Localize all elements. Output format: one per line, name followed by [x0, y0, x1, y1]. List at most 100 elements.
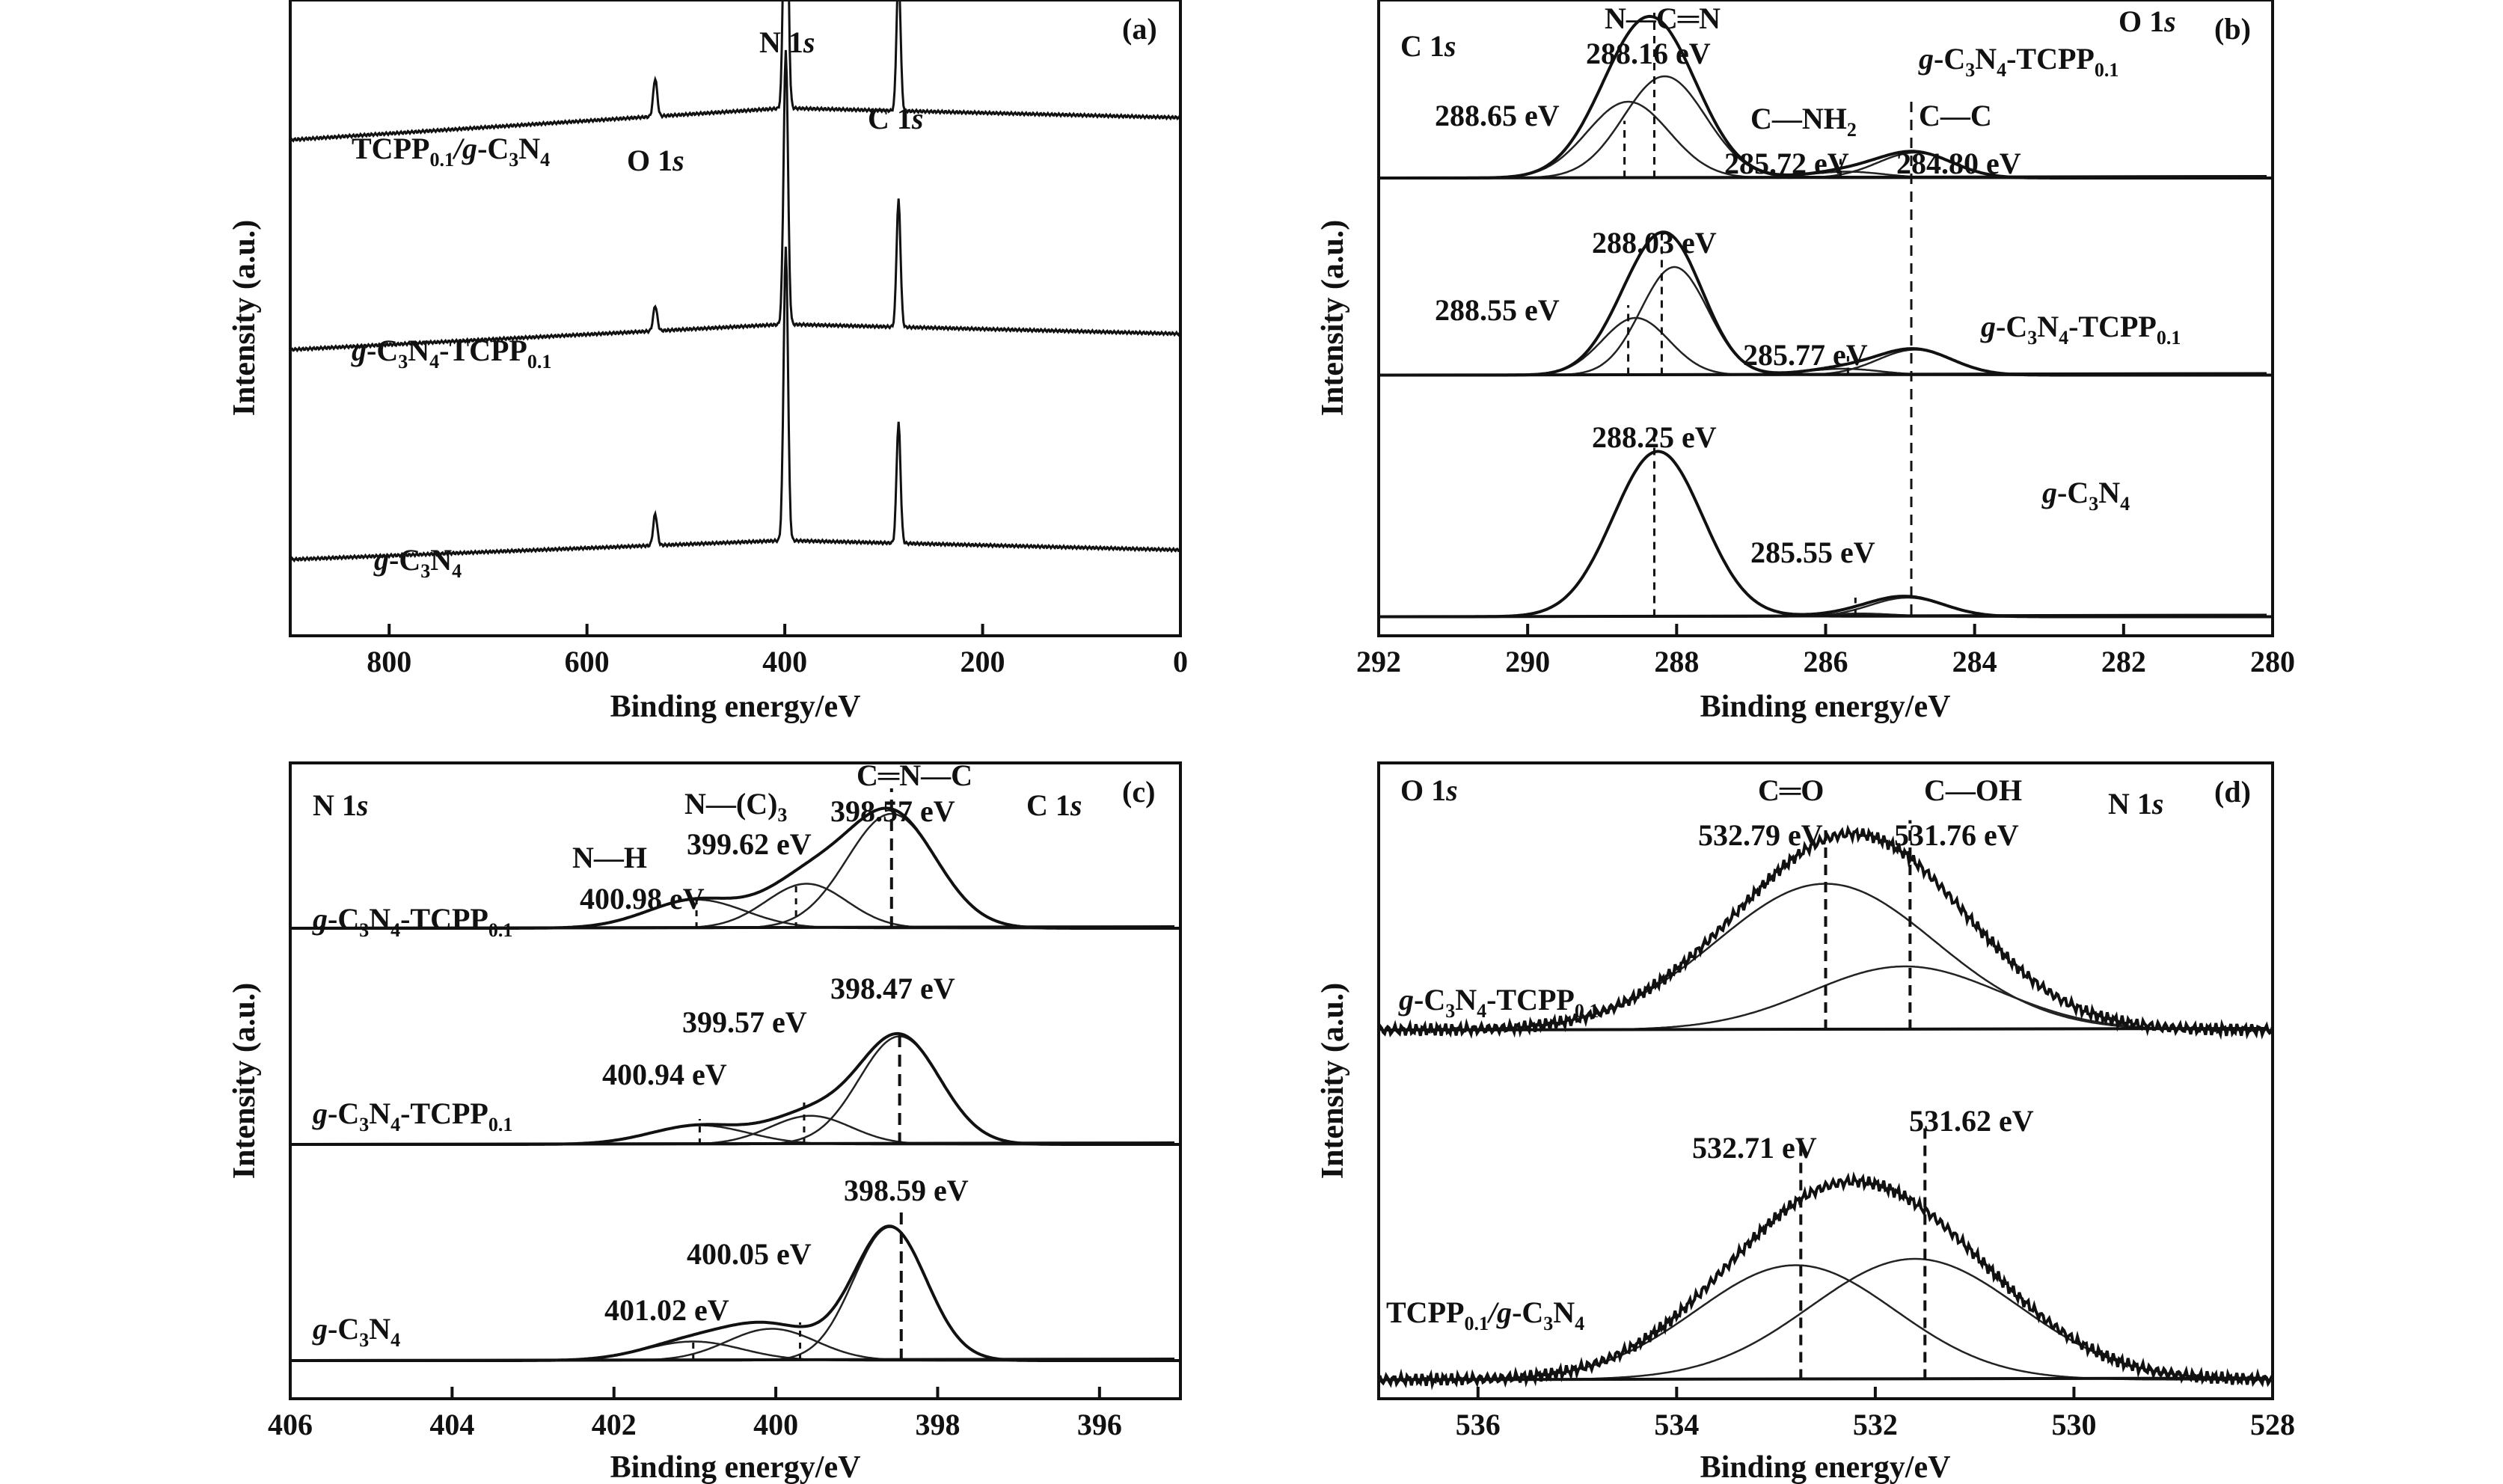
fit-component-line [290, 1328, 1180, 1362]
x-tick-label: 400 [753, 1408, 798, 1441]
spectrum-baseline [1384, 1376, 2267, 1382]
panel-b-ann-285.77: 285.77 eV [1743, 338, 1868, 372]
panel-d: 536 534 532 530 528 (d) O 1s N 1s Binding en… [1316, 761, 2295, 1484]
panel-a-legend-top: TCPP0.1/g-C3N4 [352, 132, 550, 171]
x-tick-label: 400 [762, 645, 807, 678]
x-tick-label: 200 [961, 645, 1005, 678]
spectrum-baseline [295, 1358, 1175, 1362]
x-tick-label: 284 [1952, 645, 1997, 678]
panel-b-ann-nceqn: N—C═N [1605, 1, 1721, 35]
x-tick-label: 404 [429, 1408, 474, 1441]
panel-d-ylabel: Intensity (a.u.) [1316, 983, 1350, 1180]
panel-d-xlabel: Binding energy/eV [1700, 1450, 1951, 1484]
fit-component-line [290, 1340, 1180, 1362]
x-tick-label: 286 [1804, 645, 1848, 678]
panel-d-ann-c=o: C═O [1758, 773, 1824, 807]
panel-b-tag: (b) [2214, 12, 2251, 46]
panel-b-curves [1379, 13, 2273, 619]
panel-b: 292 290 288 286 284 282 280 (b) C 1s O 1s Bind… [1316, 0, 2295, 724]
panel-a-ann-o1s: O 1s [627, 144, 684, 177]
panel-c-ann-400.05: 400.05 eV [687, 1237, 812, 1271]
panel-b-xlabel: Binding energy/eV [1700, 690, 1951, 724]
panel-a: 800 600 400 200 0 (a) Binding energy/eV Inte… [227, 0, 1188, 724]
panel-a-ann-c1s: C 1s [868, 102, 923, 135]
panel-b-ann-cnh2: C—NH2 [1750, 102, 1857, 141]
panel-b-legend-bottom: g-C3N4 [2041, 476, 2130, 515]
panel-b-ann-288.16: 288.16 eV [1586, 37, 1711, 70]
panel-b-legend-top: g-C3N4-TCPP0.1 [1918, 42, 2118, 81]
x-tick-label: 800 [367, 645, 411, 678]
panel-c-tag: (c) [1122, 775, 1155, 809]
panel-b-ticks: 292 290 288 286 284 282 280 [1356, 624, 2295, 678]
spectrum-baseline [295, 1141, 1175, 1146]
x-tick-label: 0 [1173, 645, 1188, 678]
panel-c-ann-nc3: N—(C)3 [684, 787, 787, 826]
panel-c-ann-400.94: 400.94 eV [602, 1058, 727, 1091]
panel-c-curves [290, 788, 1180, 1362]
fit-component-line [1379, 450, 2273, 618]
panel-b-ann-284.80: 284.80 eV [1896, 147, 2021, 180]
x-tick-label: 282 [2101, 645, 2146, 678]
panel-b-ann-288.65: 288.65 eV [1435, 99, 1560, 132]
panel-c-ann-nh: N—H [572, 841, 647, 874]
x-tick-label: 396 [1077, 1408, 1122, 1441]
panel-d-ann-532.71: 532.71 eV [1692, 1131, 1817, 1165]
x-tick-label: 288 [1654, 645, 1699, 678]
panel-d-frame [1377, 761, 2274, 1400]
panel-c-ann-398.59: 398.59 eV [844, 1174, 969, 1207]
panel-b-ann-cc: C—C [1919, 99, 1992, 132]
spectrum-baseline [1384, 613, 2267, 619]
x-tick-label: 530 [2051, 1408, 2096, 1441]
x-tick-label: 528 [2250, 1408, 2295, 1441]
panel-b-ann-288.55: 288.55 eV [1435, 293, 1560, 327]
panel-c-ann-398.47: 398.47 eV [830, 972, 955, 1005]
spectrum-envelope-line [1379, 450, 2273, 619]
panel-c-legend-top: g-C3N4-TCPP0.1 [312, 902, 512, 941]
panel-d-corner-o1s: O 1s [1400, 773, 1458, 807]
panel-c-ann-398.57: 398.57 eV [830, 794, 955, 828]
spectrum-envelope-line [1378, 1171, 2274, 1391]
panel-d-ticks: 536 534 532 530 528 [1456, 1387, 2295, 1441]
panel-b-corner-c1s: C 1s [1400, 29, 1456, 63]
panel-a-xlabel: Binding energy/eV [610, 690, 861, 724]
panel-c-frame [289, 761, 1182, 1400]
panel-d-curves [1377, 820, 2274, 1391]
panel-d-legend-top: g-C3N4-TCPP0.1 [1398, 983, 1599, 1022]
panel-c-ann-401.02: 401.02 eV [604, 1293, 729, 1327]
survey-spectrum-line [289, 0, 1182, 143]
panel-c-ann-400.98: 400.98 eV [580, 882, 705, 916]
panel-d-tag: (d) [2214, 775, 2251, 809]
panel-b-ann-288.03: 288.03 eV [1592, 226, 1717, 260]
survey-spectrum-line [289, 246, 1182, 563]
panel-c: 406 404 402 400 398 396 (c) N 1s C 1s Binding… [227, 758, 1182, 1484]
panel-c-ann-cnc: C═N—C [857, 758, 972, 792]
spectrum-baseline [295, 925, 1175, 930]
panel-d-ann-532.79: 532.79 eV [1698, 818, 1823, 852]
panel-d-ann-coh: C—OH [1924, 773, 2022, 807]
survey-spectrum-line [289, 49, 1181, 353]
panel-c-corner-c1s: C 1s [1026, 788, 1082, 822]
x-tick-label: 536 [1456, 1408, 1501, 1441]
x-tick-label: 292 [1356, 645, 1401, 678]
panel-a-tag: (a) [1122, 12, 1157, 46]
panel-b-ann-288.25: 288.25 eV [1592, 420, 1717, 454]
panel-d-ann-531.62: 531.62 eV [1909, 1104, 2034, 1138]
x-tick-label: 532 [1853, 1408, 1898, 1441]
panel-a-frame [289, 0, 1182, 637]
panel-c-corner-n1s: N 1s [313, 788, 368, 822]
x-tick-label: 534 [1654, 1408, 1699, 1441]
x-tick-label: 600 [565, 645, 610, 678]
panel-c-ticks: 406 404 402 400 398 396 [268, 1387, 1122, 1441]
panel-a-ylabel: Intensity (a.u.) [227, 220, 262, 417]
panel-c-ann-399.62: 399.62 eV [687, 827, 812, 861]
spectrum-baseline [1384, 372, 2267, 377]
spectrum-baseline [1384, 175, 2267, 180]
panel-d-legend-bottom: TCPP0.1/g-C3N4 [1386, 1296, 1584, 1334]
panel-a-legend-middle: g-C3N4-TCPP0.1 [351, 334, 551, 372]
x-tick-label: 406 [268, 1408, 313, 1441]
panel-a-curves [289, 0, 1182, 563]
panel-b-ann-285.55: 285.55 eV [1750, 536, 1875, 569]
panel-a-legend-bottom: g-C3N4 [373, 543, 462, 582]
x-tick-label: 398 [915, 1408, 960, 1441]
panel-b-ann-285.72: 285.72 eV [1724, 147, 1849, 180]
